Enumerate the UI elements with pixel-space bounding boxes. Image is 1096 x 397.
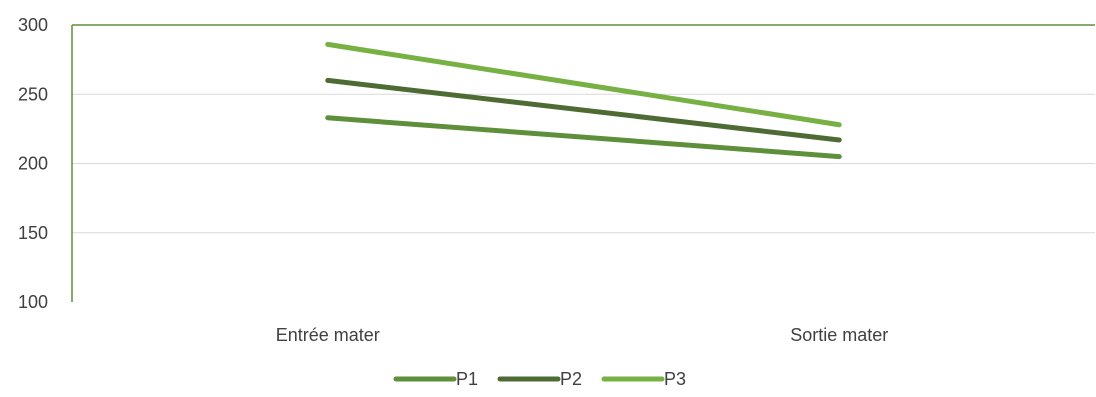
y-tick-labels: 100 150 200 250 300 [18, 15, 48, 312]
y-tick-label: 250 [18, 84, 48, 104]
series-line-p1 [325, 115, 842, 160]
y-tick-label: 300 [18, 15, 48, 35]
x-category-label: Entrée mater [276, 325, 380, 345]
y-tick-label: 200 [18, 154, 48, 174]
legend-label-p1: P1 [456, 369, 478, 389]
x-category-labels: Entrée mater Sortie mater [276, 325, 889, 345]
gridlines [72, 93, 1095, 234]
series-lines [325, 41, 842, 160]
series-line-p2 [325, 77, 842, 143]
series-line-p3 [325, 41, 842, 128]
y-tick-label: 150 [18, 223, 48, 243]
legend-label-p2: P2 [560, 369, 582, 389]
legend: P1 P2 P3 [393, 369, 686, 389]
legend-label-p3: P3 [664, 369, 686, 389]
x-category-label: Sortie mater [790, 325, 888, 345]
y-tick-label: 100 [18, 292, 48, 312]
axes [71, 24, 1095, 302]
